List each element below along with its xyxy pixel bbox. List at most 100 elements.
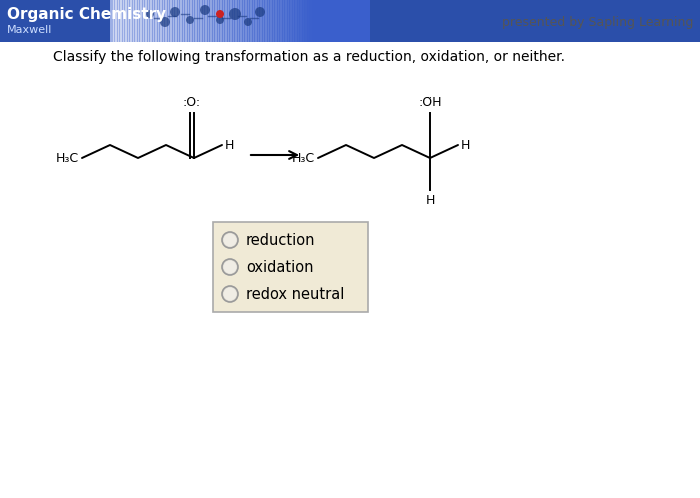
- Bar: [262, 0, 267, 42]
- Bar: [178, 0, 181, 42]
- Bar: [302, 0, 307, 42]
- Bar: [280, 0, 284, 42]
- Bar: [185, 0, 189, 42]
- Circle shape: [255, 7, 265, 17]
- Bar: [160, 0, 164, 42]
- Bar: [220, 0, 224, 42]
- Circle shape: [223, 287, 237, 300]
- Bar: [207, 0, 211, 42]
- Bar: [110, 0, 370, 42]
- Circle shape: [146, 10, 154, 18]
- Text: H: H: [225, 138, 235, 151]
- Bar: [175, 0, 179, 42]
- Bar: [167, 0, 172, 42]
- Circle shape: [200, 5, 210, 15]
- Circle shape: [222, 286, 238, 302]
- Bar: [110, 0, 114, 42]
- Circle shape: [222, 232, 238, 248]
- Bar: [193, 0, 197, 42]
- Bar: [120, 0, 124, 42]
- Text: Organic Chemistry: Organic Chemistry: [7, 6, 166, 21]
- Bar: [215, 0, 219, 42]
- Text: oxidation: oxidation: [246, 259, 314, 274]
- Bar: [0, 0, 700, 42]
- Text: H₃C: H₃C: [56, 151, 79, 164]
- Bar: [190, 0, 194, 42]
- Bar: [118, 0, 122, 42]
- Bar: [148, 0, 151, 42]
- Text: redox neutral: redox neutral: [246, 286, 344, 301]
- Circle shape: [186, 16, 194, 24]
- Bar: [122, 0, 127, 42]
- Text: :O:: :O:: [183, 96, 201, 109]
- Bar: [155, 0, 159, 42]
- Bar: [288, 0, 291, 42]
- Bar: [248, 0, 251, 42]
- Bar: [218, 0, 221, 42]
- Bar: [245, 0, 249, 42]
- Bar: [232, 0, 237, 42]
- Circle shape: [244, 18, 252, 26]
- Bar: [183, 0, 186, 42]
- Bar: [202, 0, 206, 42]
- Bar: [197, 0, 202, 42]
- Text: H: H: [426, 194, 435, 207]
- Text: presented by Sapling Learning: presented by Sapling Learning: [502, 15, 693, 28]
- Text: reduction: reduction: [246, 233, 316, 248]
- Bar: [150, 0, 154, 42]
- Text: Classify the following transformation as a reduction, oxidation, or neither.: Classify the following transformation as…: [53, 50, 565, 64]
- Bar: [137, 0, 141, 42]
- Bar: [265, 0, 269, 42]
- Bar: [255, 0, 259, 42]
- Bar: [158, 0, 162, 42]
- Bar: [305, 0, 309, 42]
- Bar: [267, 0, 272, 42]
- Bar: [188, 0, 192, 42]
- Bar: [200, 0, 204, 42]
- Bar: [170, 0, 174, 42]
- Circle shape: [160, 17, 170, 27]
- Text: :ÖH: :ÖH: [419, 96, 442, 109]
- Bar: [307, 0, 312, 42]
- Bar: [143, 0, 146, 42]
- Bar: [253, 0, 256, 42]
- Bar: [140, 0, 144, 42]
- Bar: [242, 0, 246, 42]
- Circle shape: [170, 7, 180, 17]
- Bar: [237, 0, 241, 42]
- Bar: [298, 0, 302, 42]
- Bar: [235, 0, 239, 42]
- Bar: [153, 0, 157, 42]
- Bar: [272, 0, 276, 42]
- Bar: [275, 0, 279, 42]
- Bar: [285, 0, 289, 42]
- Bar: [293, 0, 297, 42]
- Circle shape: [223, 234, 237, 247]
- Bar: [223, 0, 227, 42]
- Bar: [165, 0, 169, 42]
- Bar: [135, 0, 139, 42]
- Text: Maxwell: Maxwell: [7, 25, 52, 35]
- Bar: [113, 0, 116, 42]
- Bar: [130, 0, 134, 42]
- Bar: [180, 0, 184, 42]
- Circle shape: [216, 16, 224, 24]
- Bar: [225, 0, 229, 42]
- FancyBboxPatch shape: [213, 222, 368, 312]
- Bar: [290, 0, 294, 42]
- Bar: [300, 0, 304, 42]
- Bar: [260, 0, 264, 42]
- Bar: [270, 0, 274, 42]
- Bar: [213, 0, 216, 42]
- Text: H₃C: H₃C: [292, 151, 315, 164]
- Bar: [258, 0, 262, 42]
- Bar: [162, 0, 167, 42]
- Bar: [205, 0, 209, 42]
- Bar: [228, 0, 232, 42]
- Circle shape: [229, 8, 241, 20]
- Circle shape: [222, 259, 238, 275]
- Bar: [132, 0, 137, 42]
- Bar: [277, 0, 281, 42]
- Circle shape: [223, 260, 237, 273]
- Bar: [195, 0, 199, 42]
